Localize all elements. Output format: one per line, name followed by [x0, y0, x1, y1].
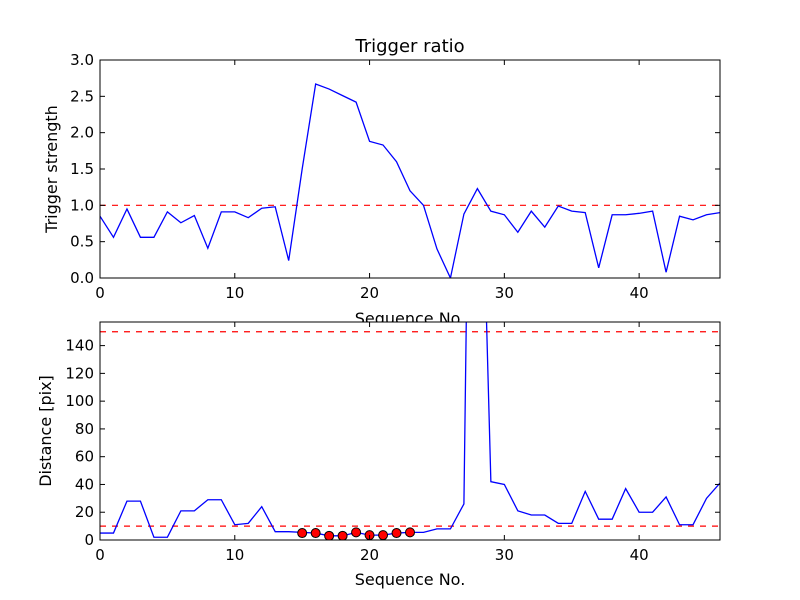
- data-point: [324, 530, 335, 540]
- x-tick-label: 10: [225, 284, 244, 302]
- data-point: [391, 528, 402, 539]
- data-point: [310, 528, 321, 539]
- series-group: [100, 83, 720, 278]
- y-tick-label: 20: [75, 503, 94, 521]
- y-tick-label: 140: [65, 337, 94, 355]
- data-point: [351, 527, 362, 538]
- y-tick-label: 1.5: [70, 160, 94, 178]
- x-tick-label: 40: [630, 284, 649, 302]
- y-tick-label: 80: [75, 420, 94, 438]
- series-group: [100, 322, 720, 540]
- y-tick-label: 1.0: [70, 196, 94, 214]
- y-tick-label: 60: [75, 448, 94, 466]
- y-tick-label: 100: [65, 392, 94, 410]
- plot-area: [100, 60, 720, 278]
- threshold-lines: [100, 331, 720, 527]
- y-tick-label: 120: [65, 364, 94, 382]
- y-axis-label: Distance [pix]: [36, 375, 55, 487]
- tick-group: 0 10 20 30 40 0.0 0.5 1.0 1.5 2.0 2.5 3.0: [70, 51, 720, 302]
- y-tick-label: 0: [84, 531, 94, 549]
- y-axis-label: Trigger strength: [42, 105, 61, 234]
- x-tick-label: 30: [495, 546, 514, 564]
- tick-group: 0 10 20 30 40 0 20 40 60 80 100 120 140: [65, 322, 720, 564]
- x-tick-label: 40: [630, 546, 649, 564]
- y-tick-label: 40: [75, 475, 94, 493]
- y-tick-label: 3.0: [70, 51, 94, 69]
- x-tick-label: 0: [95, 284, 105, 302]
- x-tick-label: 10: [225, 546, 244, 564]
- y-tick-label: 0.5: [70, 233, 94, 251]
- y-tick-label: 2.0: [70, 124, 94, 142]
- series-line: [100, 322, 720, 538]
- chart-title: Trigger ratio: [354, 36, 464, 57]
- data-point: [297, 528, 308, 539]
- trigger-ratio-chart: Trigger ratio 0 10 20 30 40 0.0 0.5 1.0 1.5 2.0 2.…: [42, 36, 721, 328]
- series-line: [100, 83, 720, 278]
- y-tick-label: 0.0: [70, 269, 94, 287]
- plot-frame: [99, 59, 721, 279]
- data-point: [378, 530, 389, 540]
- x-tick-label: 20: [360, 284, 379, 302]
- distance-chart: 0 10 20 30 40 0 20 40 60 80 100 120 140 Sequence No.…: [36, 321, 721, 589]
- data-point: [405, 527, 415, 538]
- x-tick-label: 20: [360, 546, 379, 564]
- x-tick-label: 0: [95, 546, 105, 564]
- plot-frame: [99, 321, 721, 541]
- x-tick-label: 30: [495, 284, 514, 302]
- x-axis-label: Sequence No.: [355, 570, 466, 589]
- plot-area: [100, 322, 720, 540]
- data-point: [337, 530, 348, 540]
- y-tick-label: 2.5: [70, 87, 94, 105]
